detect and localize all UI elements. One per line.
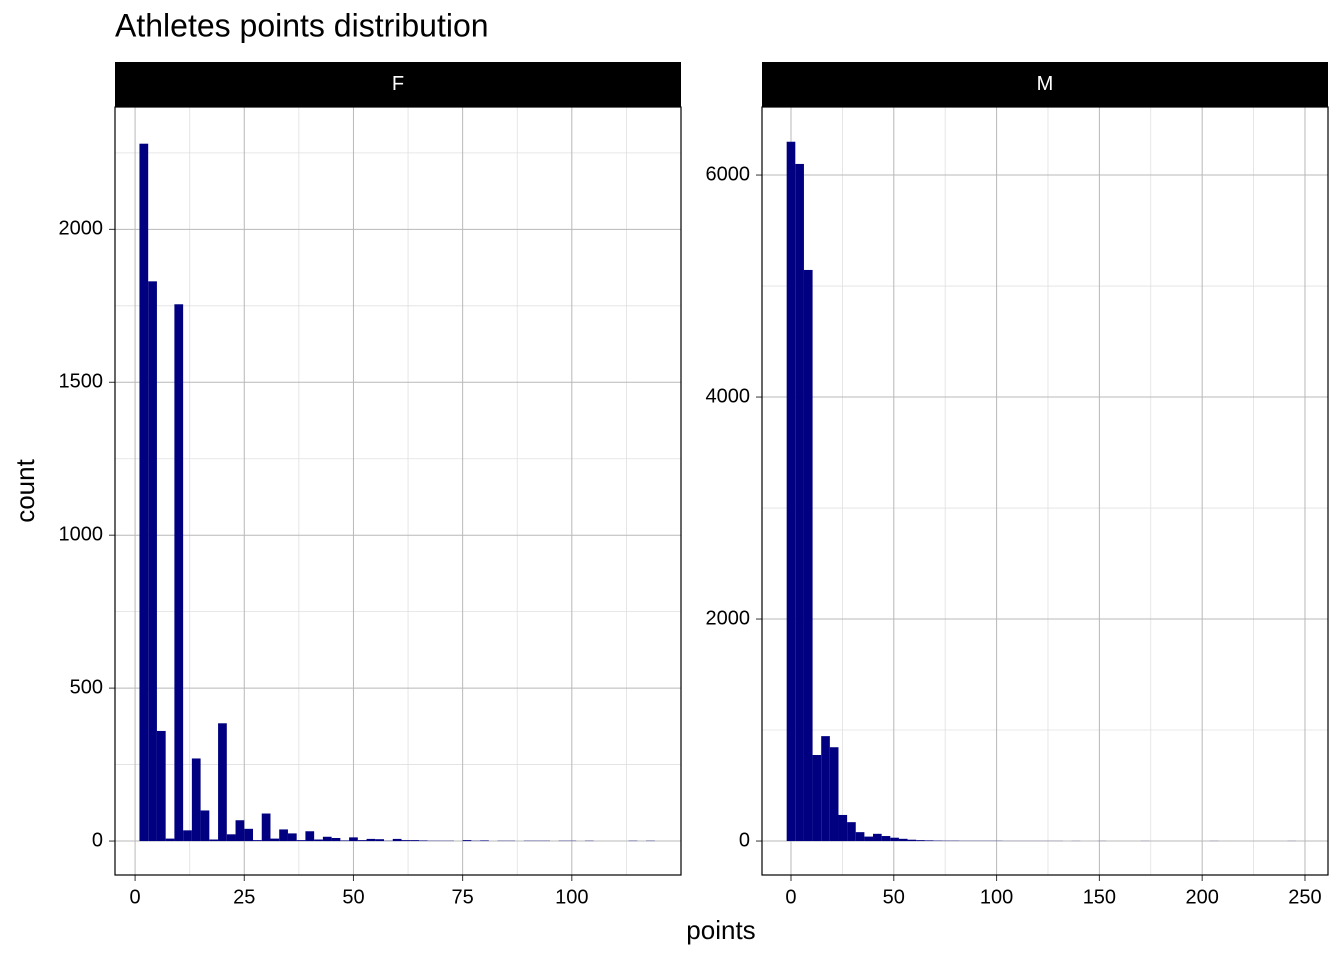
bar [218,723,227,841]
bar [890,838,899,841]
bar [864,837,873,841]
bar [358,840,367,841]
bar [838,815,847,841]
bar [899,839,908,841]
x-tick-label: 0 [785,886,796,908]
bar [270,839,279,841]
bar [253,840,262,841]
bar [209,840,218,842]
bar [787,142,796,841]
y-tick-label: 0 [92,829,103,851]
bar [157,731,166,841]
chart-title: Athletes points distribution [115,7,489,43]
bar [908,840,917,841]
bar [804,270,813,841]
y-tick-label: 500 [70,676,103,698]
bar [882,836,891,841]
bar [323,837,332,841]
x-tick-label: 50 [883,886,905,908]
y-tick-label: 4000 [706,385,751,407]
bar [830,747,839,841]
strip-label: F [392,73,404,95]
x-tick-label: 250 [1288,886,1321,908]
bar [410,840,419,841]
bar [236,820,245,841]
panel-border [762,107,1328,875]
bar [279,829,288,841]
bar [401,840,410,841]
y-tick-label: 2000 [59,218,104,240]
bar [332,838,341,841]
x-tick-label: 50 [342,886,364,908]
y-tick-label: 2000 [706,607,751,629]
x-tick-label: 100 [555,886,588,908]
bar [262,814,271,842]
bar [183,830,192,841]
bar [795,164,804,841]
bar [174,304,183,841]
bar [873,834,882,841]
bar [139,144,148,841]
bar [419,840,428,841]
strip-label: M [1037,73,1054,95]
bar [201,810,210,841]
x-tick-label: 0 [130,886,141,908]
bar [349,837,358,841]
bar [856,832,865,841]
y-tick-label: 1000 [59,523,104,545]
x-tick-label: 100 [980,886,1013,908]
bar [288,833,297,841]
bar [847,822,856,841]
bar [340,840,349,841]
bar [393,839,402,841]
x-tick-label: 150 [1083,886,1116,908]
bar [821,736,830,841]
bar [166,839,175,841]
bar [192,758,201,841]
bar [244,829,253,841]
bar [305,831,314,841]
y-tick-label: 0 [739,829,750,851]
bar [925,840,934,841]
bar [916,840,925,841]
x-tick-label: 75 [452,886,474,908]
bar [480,840,489,841]
bar [227,834,236,841]
x-axis-label: points [686,915,755,945]
bar [463,840,472,841]
bar [297,840,306,841]
bar [375,839,384,841]
bar [148,281,157,841]
y-tick-label: 1500 [59,371,104,393]
y-tick-label: 6000 [706,163,751,185]
bar [367,839,376,841]
bar [314,840,323,842]
y-axis-label: count [10,458,40,522]
x-tick-label: 25 [233,886,255,908]
bar [813,755,822,841]
x-tick-label: 200 [1185,886,1218,908]
